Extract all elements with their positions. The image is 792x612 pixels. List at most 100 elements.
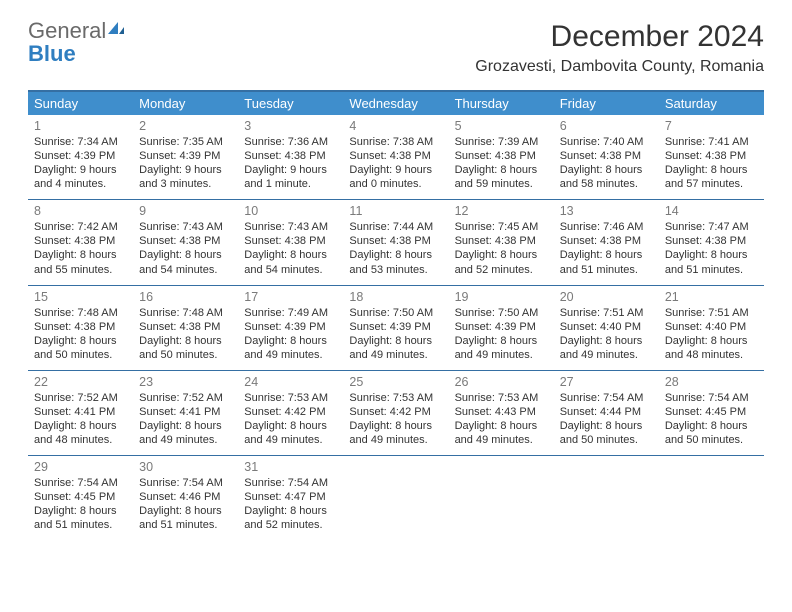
day-cell: 29Sunrise: 7:54 AMSunset: 4:45 PMDayligh… xyxy=(28,456,133,540)
day-sunrise: Sunrise: 7:52 AM xyxy=(34,391,127,405)
day-day1: Daylight: 8 hours xyxy=(665,248,758,262)
day-sunrise: Sunrise: 7:54 AM xyxy=(665,391,758,405)
day-sunrise: Sunrise: 7:40 AM xyxy=(560,135,653,149)
day-sunrise: Sunrise: 7:53 AM xyxy=(244,391,337,405)
day-day2: and 50 minutes. xyxy=(34,348,127,362)
day-day2: and 49 minutes. xyxy=(139,433,232,447)
day-cell: 19Sunrise: 7:50 AMSunset: 4:39 PMDayligh… xyxy=(449,286,554,370)
week-row: 15 Sunrise: 7:48 AMSunset: 4:38 PM Dayligh… xyxy=(28,286,764,371)
day-day1: Daylight: 9 hours xyxy=(139,163,232,177)
day-cell: 15Sunrise: 7:48 AMSunset: 4:38 PMDayligh… xyxy=(28,286,133,370)
day-number: 19 xyxy=(455,290,548,304)
day-cell: 22Sunrise: 7:52 AMSunset: 4:41 PMDayligh… xyxy=(28,371,133,455)
day-number: 6 xyxy=(560,119,653,133)
day-number: 15 xyxy=(34,290,127,304)
day-cell: 18Sunrise: 7:50 AMSunset: 4:39 PMDayligh… xyxy=(343,286,448,370)
day-cell: 9Sunrise: 7:43 AMSunset: 4:38 PMDaylight… xyxy=(133,200,238,284)
day-day1: Daylight: 8 hours xyxy=(455,334,548,348)
day-day2: and 53 minutes. xyxy=(349,263,442,277)
day-sunrise: Sunrise: 7:48 AM xyxy=(139,306,232,320)
day-cell: 7Sunrise: 7:41 AMSunset: 4:38 PMDaylight… xyxy=(659,115,764,199)
header: General Blue December 2024 Grozavesti, D… xyxy=(28,20,764,76)
day-cell: 23Sunrise: 7:52 AMSunset: 4:41 PMDayligh… xyxy=(133,371,238,455)
day-number: 20 xyxy=(560,290,653,304)
days-of-week-header: Sunday Monday Tuesday Wednesday Thursday… xyxy=(28,92,764,115)
day-number: 24 xyxy=(244,375,337,389)
day-day1: Daylight: 8 hours xyxy=(455,419,548,433)
day-day1: Daylight: 8 hours xyxy=(244,419,337,433)
day-day2: and 52 minutes. xyxy=(244,518,337,532)
day-day1: Daylight: 8 hours xyxy=(244,248,337,262)
day-cell: 10Sunrise: 7:43 AMSunset: 4:38 PMDayligh… xyxy=(238,200,343,284)
day-day2: and 1 minute. xyxy=(244,177,337,191)
day-sunrise: Sunrise: 7:46 AM xyxy=(560,220,653,234)
day-day2: and 51 minutes. xyxy=(34,518,127,532)
title-block: December 2024 Grozavesti, Dambovita Coun… xyxy=(475,20,764,76)
day-cell: 14Sunrise: 7:47 AMSunset: 4:38 PMDayligh… xyxy=(659,200,764,284)
day-day1: Daylight: 8 hours xyxy=(560,334,653,348)
day-day2: and 54 minutes. xyxy=(244,263,337,277)
day-day1: Daylight: 8 hours xyxy=(139,248,232,262)
day-sunset: Sunset: 4:38 PM xyxy=(244,234,337,248)
day-sunset: Sunset: 4:41 PM xyxy=(139,405,232,419)
day-number: 28 xyxy=(665,375,758,389)
day-number: 5 xyxy=(455,119,548,133)
day-cell: 21Sunrise: 7:51 AMSunset: 4:40 PMDayligh… xyxy=(659,286,764,370)
day-number: 13 xyxy=(560,204,653,218)
day-cell: 3Sunrise: 7:36 AMSunset: 4:38 PMDaylight… xyxy=(238,115,343,199)
day-day2: and 52 minutes. xyxy=(455,263,548,277)
logo-text: General Blue xyxy=(28,20,126,66)
day-day1: Daylight: 8 hours xyxy=(34,248,127,262)
day-sunrise: Sunrise: 7:44 AM xyxy=(349,220,442,234)
day-sunrise: Sunrise: 7:51 AM xyxy=(665,306,758,320)
day-day1: Daylight: 8 hours xyxy=(455,163,548,177)
day-sunset: Sunset: 4:44 PM xyxy=(560,405,653,419)
day-sunset: Sunset: 4:38 PM xyxy=(560,149,653,163)
day-sunrise: Sunrise: 7:43 AM xyxy=(244,220,337,234)
day-sunset: Sunset: 4:39 PM xyxy=(139,149,232,163)
day-sunset: Sunset: 4:38 PM xyxy=(139,320,232,334)
day-day2: and 59 minutes. xyxy=(455,177,548,191)
day-sunrise: Sunrise: 7:38 AM xyxy=(349,135,442,149)
day-number: 8 xyxy=(34,204,127,218)
day-sunrise: Sunrise: 7:54 AM xyxy=(244,476,337,490)
day-number: 21 xyxy=(665,290,758,304)
day-day1: Daylight: 8 hours xyxy=(244,504,337,518)
day-number: 14 xyxy=(665,204,758,218)
day-cell: 8Sunrise: 7:42 AMSunset: 4:38 PMDaylight… xyxy=(28,200,133,284)
day-cell: 13Sunrise: 7:46 AMSunset: 4:38 PMDayligh… xyxy=(554,200,659,284)
day-cell: 4Sunrise: 7:38 AMSunset: 4:38 PMDaylight… xyxy=(343,115,448,199)
day-day1: Daylight: 8 hours xyxy=(244,334,337,348)
day-number: 23 xyxy=(139,375,232,389)
day-day2: and 49 minutes. xyxy=(455,348,548,362)
week-row: 29 Sunrise: 7:54 AM Sunset: 4:45 PM Dayligh… xyxy=(28,456,764,540)
dow-monday: Monday xyxy=(133,92,238,115)
dow-thursday: Thursday xyxy=(449,92,554,115)
day-day2: and 55 minutes. xyxy=(34,263,127,277)
day-number: 22 xyxy=(34,375,127,389)
day-sunrise: Sunrise: 7:41 AM xyxy=(665,135,758,149)
day-day2: and 51 minutes. xyxy=(139,518,232,532)
day-day2: and 49 minutes. xyxy=(455,433,548,447)
day-day1: Daylight: 8 hours xyxy=(34,334,127,348)
week-row: 1Sunrise: 7:34 AMSunset: 4:39 PMDaylight… xyxy=(28,115,764,200)
day-cell xyxy=(449,456,554,540)
day-sunset: Sunset: 4:45 PM xyxy=(34,490,127,504)
day-day1: Daylight: 8 hours xyxy=(665,419,758,433)
day-sunrise: Sunrise: 7:50 AM xyxy=(455,306,548,320)
day-sunrise: Sunrise: 7:45 AM xyxy=(455,220,548,234)
day-day2: and 51 minutes. xyxy=(560,263,653,277)
day-number: 4 xyxy=(349,119,442,133)
day-day1: Daylight: 8 hours xyxy=(349,248,442,262)
day-cell: 25Sunrise: 7:53 AMSunset: 4:42 PMDayligh… xyxy=(343,371,448,455)
day-cell: 30Sunrise: 7:54 AMSunset: 4:46 PMDayligh… xyxy=(133,456,238,540)
day-day1: Daylight: 8 hours xyxy=(139,419,232,433)
day-sunrise: Sunrise: 7:39 AM xyxy=(455,135,548,149)
day-sunset: Sunset: 4:39 PM xyxy=(349,320,442,334)
day-day2: and 4 minutes. xyxy=(34,177,127,191)
day-number: 1 xyxy=(34,119,127,133)
day-number: 29 xyxy=(34,460,127,474)
day-number: 2 xyxy=(139,119,232,133)
day-sunrise: Sunrise: 7:34 AM xyxy=(34,135,127,149)
day-number: 16 xyxy=(139,290,232,304)
